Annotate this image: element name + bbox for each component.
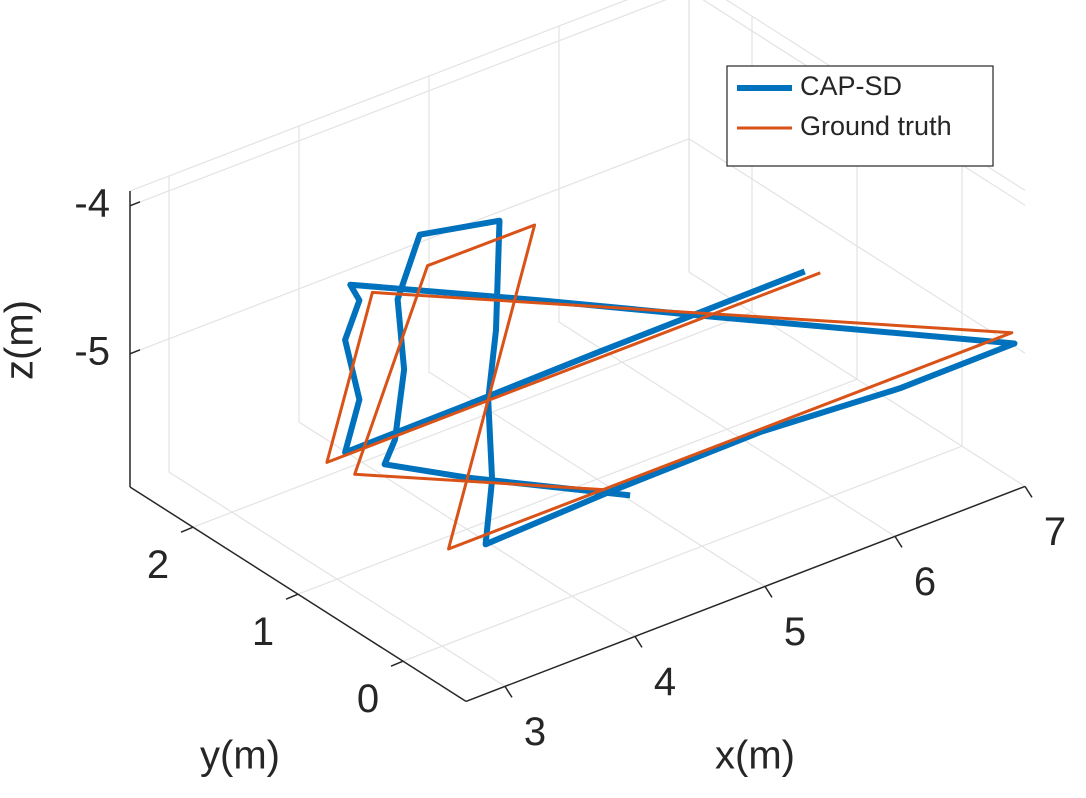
grid-line [192, 16, 753, 528]
grid-line [168, 176, 506, 687]
x-tick-label: 7 [1044, 510, 1066, 554]
legend: CAP-SD Ground truth [726, 65, 994, 167]
x-tick [1024, 485, 1033, 498]
grid-line [129, 138, 1026, 355]
y-tick [390, 660, 404, 667]
x-axis-label: x(m) [715, 734, 795, 778]
x-tick-label: 4 [654, 660, 676, 704]
legend-box [726, 65, 994, 167]
y-tick-label: 1 [252, 610, 274, 654]
x-tick [634, 635, 643, 648]
trajectory [342, 217, 1018, 548]
x-tick-label: 3 [524, 710, 546, 754]
legend-label: Ground truth [800, 111, 952, 141]
grid-line [298, 126, 636, 637]
grid-line [558, 26, 896, 537]
axes: 3 4 5 6 7 0 1 2 -5 -4 x(m) y(m) z(m) [0, 181, 1066, 777]
x-tick-label: 6 [914, 560, 936, 604]
x-tick [764, 585, 773, 598]
z-tick-label: -5 [74, 329, 110, 373]
z-tick-label: -4 [74, 181, 110, 225]
z-tick [129, 349, 141, 355]
x-tick-label: 5 [784, 610, 806, 654]
trajectory [325, 223, 1014, 551]
y-axis-label: y(m) [200, 734, 280, 778]
y-tick-label: 0 [357, 677, 379, 721]
x-tick [894, 535, 903, 548]
grid-line [428, 76, 766, 587]
y-tick-label: 2 [147, 543, 169, 587]
y-tick [285, 593, 299, 600]
plot-area [325, 217, 1018, 551]
x-axis [465, 485, 1026, 703]
z-axis-label: z(m) [0, 300, 42, 380]
z-tick [129, 201, 141, 207]
grid-line [297, 83, 858, 595]
y-tick [180, 526, 194, 533]
legend-label: CAP-SD [800, 71, 902, 101]
x-tick [504, 685, 513, 698]
grid-line [402, 150, 963, 662]
grid-line [688, 0, 1026, 487]
